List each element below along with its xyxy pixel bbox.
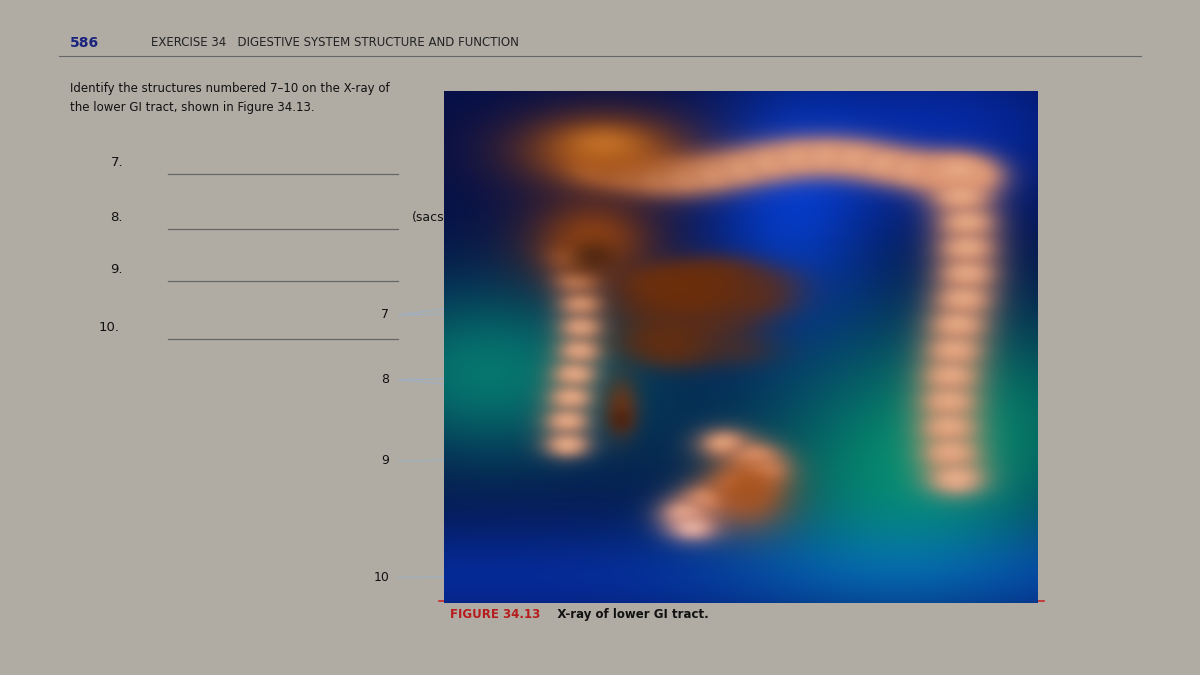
Text: 586: 586 [70, 36, 100, 50]
Text: 9: 9 [382, 454, 389, 467]
Text: 9.: 9. [110, 263, 122, 276]
Text: 8: 8 [382, 373, 389, 386]
Text: 10.: 10. [98, 321, 120, 334]
Text: 7: 7 [382, 308, 389, 321]
Text: Identify the structures numbered 7–10 on the X-ray of
the lower GI tract, shown : Identify the structures numbered 7–10 on… [70, 82, 390, 113]
Text: EXERCISE 34   DIGESTIVE SYSTEM STRUCTURE AND FUNCTION: EXERCISE 34 DIGESTIVE SYSTEM STRUCTURE A… [151, 36, 518, 49]
Text: (sacs): (sacs) [413, 211, 450, 224]
Text: 10: 10 [373, 571, 389, 584]
Text: 7.: 7. [110, 156, 124, 169]
Text: X-ray of lower GI tract.: X-ray of lower GI tract. [545, 608, 708, 622]
Text: FIGURE 34.13: FIGURE 34.13 [450, 608, 540, 622]
Text: 8.: 8. [110, 211, 122, 224]
